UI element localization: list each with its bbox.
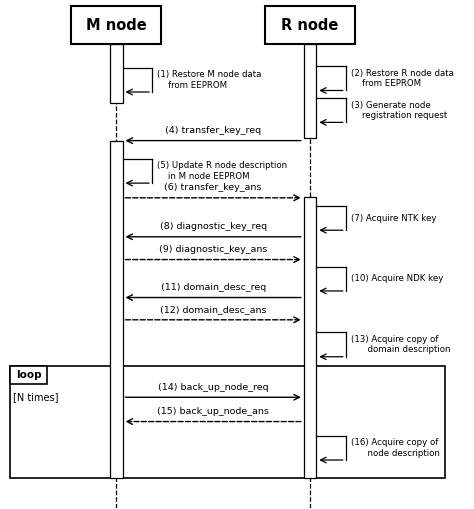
Bar <box>110 44 123 103</box>
Polygon shape <box>10 366 47 384</box>
Text: (8) diagnostic_key_req: (8) diagnostic_key_req <box>160 222 267 231</box>
Text: [N times]: [N times] <box>13 392 59 402</box>
Bar <box>304 197 316 478</box>
Text: R node: R node <box>282 18 339 33</box>
Bar <box>265 7 355 44</box>
Text: (16) Acquire copy of
      node description: (16) Acquire copy of node description <box>351 438 440 458</box>
Text: (5) Update R node description
    in M node EEPROM: (5) Update R node description in M node … <box>157 161 287 181</box>
Bar <box>71 7 161 44</box>
Text: M node: M node <box>86 18 146 33</box>
Text: (10) Acquire NDK key: (10) Acquire NDK key <box>351 274 444 284</box>
Text: (15) back_up_node_ans: (15) back_up_node_ans <box>157 407 269 416</box>
Text: (12) domain_desc_ans: (12) domain_desc_ans <box>160 305 266 314</box>
Text: (2) Restore R node data
    from EEPROM: (2) Restore R node data from EEPROM <box>351 69 454 88</box>
Text: (9) diagnostic_key_ans: (9) diagnostic_key_ans <box>159 245 267 254</box>
Text: (13) Acquire copy of
      domain description: (13) Acquire copy of domain description <box>351 335 451 354</box>
Text: (1) Restore M node data
    from EEPROM: (1) Restore M node data from EEPROM <box>157 70 262 90</box>
Bar <box>110 140 123 478</box>
Text: (14) back_up_node_req: (14) back_up_node_req <box>158 383 268 392</box>
Text: loop: loop <box>16 370 42 380</box>
Text: (3) Generate node
    registration request: (3) Generate node registration request <box>351 100 447 120</box>
Text: (11) domain_desc_req: (11) domain_desc_req <box>161 283 266 292</box>
Bar <box>10 366 445 478</box>
Text: (6) transfer_key_ans: (6) transfer_key_ans <box>164 183 262 192</box>
Bar <box>304 44 316 138</box>
Text: (4) transfer_key_req: (4) transfer_key_req <box>165 126 261 135</box>
Text: (7) Acquire NTK key: (7) Acquire NTK key <box>351 214 437 222</box>
